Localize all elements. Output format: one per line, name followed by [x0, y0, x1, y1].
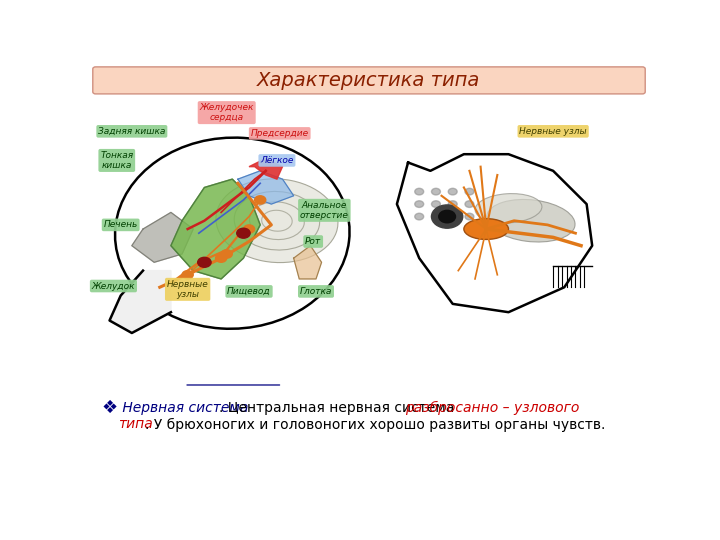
Circle shape [431, 188, 441, 195]
Ellipse shape [216, 179, 338, 262]
Circle shape [431, 205, 463, 228]
Circle shape [182, 271, 193, 279]
Ellipse shape [487, 199, 575, 242]
Circle shape [415, 201, 423, 207]
Polygon shape [249, 158, 282, 179]
Circle shape [237, 228, 250, 238]
Polygon shape [171, 179, 260, 279]
Text: Характеристика типа: Характеристика типа [257, 71, 481, 90]
Circle shape [255, 196, 266, 204]
Text: Анальное
отверстие: Анальное отверстие [300, 201, 348, 220]
Polygon shape [397, 154, 593, 312]
Circle shape [215, 254, 227, 262]
Circle shape [431, 213, 441, 220]
Text: Желудочек
сердца: Желудочек сердца [199, 103, 254, 123]
Circle shape [431, 201, 441, 207]
Ellipse shape [249, 202, 305, 240]
Ellipse shape [115, 138, 349, 329]
Circle shape [449, 188, 457, 195]
Text: Задняя кишка: Задняя кишка [98, 127, 166, 136]
Text: Нервные
узлы: Нервные узлы [167, 280, 209, 299]
Text: Нервные узлы: Нервные узлы [519, 127, 587, 136]
Text: Пищевод: Пищевод [228, 287, 271, 296]
Circle shape [415, 213, 423, 220]
Text: разбросанно – узлового: разбросанно – узлового [405, 401, 579, 415]
Text: Предсердие: Предсердие [251, 129, 309, 138]
Text: Глотка: Глотка [300, 287, 332, 296]
Circle shape [243, 225, 255, 233]
Circle shape [465, 213, 474, 220]
Text: Желудок: Желудок [91, 281, 135, 291]
Text: Нервная система: Нервная система [118, 401, 248, 415]
Text: Лёгкое: Лёгкое [260, 156, 294, 165]
Text: . Центральная нервная система: . Центральная нервная система [219, 401, 459, 415]
Text: типа: типа [118, 417, 153, 431]
Circle shape [415, 188, 423, 195]
Text: ❖: ❖ [101, 399, 117, 417]
Polygon shape [109, 271, 171, 333]
Ellipse shape [234, 191, 320, 250]
Circle shape [449, 213, 457, 220]
Ellipse shape [475, 194, 542, 223]
Text: Тонкая
кишка: Тонкая кишка [100, 151, 133, 170]
Text: Рот: Рот [305, 237, 321, 246]
Ellipse shape [464, 219, 508, 239]
Text: Печень: Печень [104, 220, 138, 230]
Circle shape [465, 188, 474, 195]
Circle shape [449, 201, 457, 207]
Polygon shape [238, 171, 294, 204]
Circle shape [198, 258, 211, 267]
FancyBboxPatch shape [93, 67, 645, 94]
Polygon shape [132, 212, 193, 262]
Ellipse shape [261, 210, 292, 231]
Text: . У брюхоногих и головоногих хорошо развиты органы чувств.: . У брюхоногих и головоногих хорошо разв… [145, 417, 606, 431]
Circle shape [438, 210, 456, 223]
Circle shape [221, 250, 233, 258]
Circle shape [465, 201, 474, 207]
Polygon shape [294, 246, 322, 279]
